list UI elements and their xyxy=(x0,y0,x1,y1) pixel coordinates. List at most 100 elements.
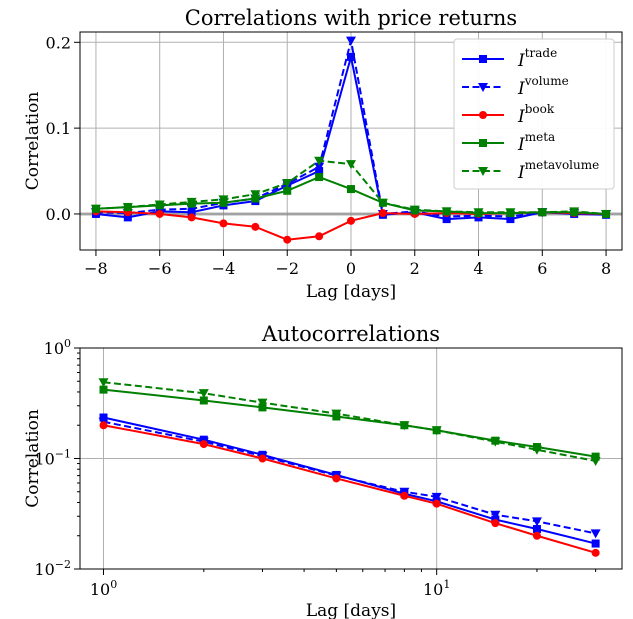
data-point xyxy=(347,185,355,194)
data-point xyxy=(399,421,410,431)
legend-name: I xyxy=(517,107,525,127)
data-point xyxy=(431,426,442,436)
legend-sup: book xyxy=(525,102,555,116)
data-point xyxy=(441,207,452,217)
data-point xyxy=(490,510,501,520)
x-tick-label: 0 xyxy=(346,259,356,278)
series-1-2 xyxy=(99,421,600,557)
data-point xyxy=(532,531,541,540)
data-point xyxy=(314,156,325,166)
y-tick-label: 0.1 xyxy=(46,119,71,138)
y-tick-label: 10−2 xyxy=(34,558,71,579)
data-point xyxy=(122,203,133,213)
y-tick-label-exp: −1 xyxy=(55,448,71,461)
legend-box xyxy=(453,38,615,190)
data-point xyxy=(250,190,261,200)
data-point xyxy=(154,200,165,210)
legend-name: I xyxy=(517,135,525,155)
data-point xyxy=(347,52,355,61)
data-point xyxy=(187,213,196,222)
data-point xyxy=(590,529,601,539)
data-point xyxy=(315,232,324,241)
data-point xyxy=(331,409,342,419)
data-point xyxy=(378,209,387,218)
legend-sup: trade xyxy=(525,46,558,60)
legend-marker xyxy=(478,83,488,92)
legend-sup: metavolume xyxy=(525,158,600,172)
chart-title: Correlations with price returns xyxy=(185,6,517,30)
legend-sup: volume xyxy=(524,74,569,88)
data-point xyxy=(531,517,542,527)
x-tick-label: 8 xyxy=(601,259,611,278)
data-point xyxy=(219,219,228,228)
series-1-0 xyxy=(99,413,600,548)
legend-sup: meta xyxy=(525,130,555,144)
data-point xyxy=(505,208,516,218)
data-point xyxy=(400,491,409,500)
data-point xyxy=(591,548,600,557)
data-point xyxy=(432,499,441,508)
x-tick-label-exp: 1 xyxy=(443,578,450,591)
legend-entry: Ibook xyxy=(517,102,555,127)
x-tick-label: −6 xyxy=(148,259,172,278)
legend-marker xyxy=(478,167,488,176)
y-tick-label-exp: 0 xyxy=(64,337,71,350)
data-point xyxy=(99,421,108,430)
legend-name: I xyxy=(517,79,525,99)
legend-entry: Itrade xyxy=(517,46,557,71)
data-point xyxy=(218,195,229,205)
x-tick-label: 2 xyxy=(410,259,420,278)
data-point xyxy=(531,445,542,455)
x-tick-label-base: 10 xyxy=(90,580,110,599)
data-point xyxy=(347,216,355,225)
legend-name: I xyxy=(517,163,525,183)
x-tick-label: 101 xyxy=(423,578,450,599)
series-0-4 xyxy=(90,156,612,219)
data-point xyxy=(346,160,356,170)
x-tick-label-exp: 0 xyxy=(110,578,117,591)
x-axis-label: Lag [days] xyxy=(306,601,396,619)
y-axis-label: Correlation xyxy=(23,92,43,191)
data-point xyxy=(98,378,109,388)
data-point xyxy=(591,452,600,461)
legend-entry: Imetavolume xyxy=(517,158,599,183)
x-tick-label: −8 xyxy=(84,259,108,278)
plot-panel-1 xyxy=(74,347,623,575)
x-tick-label: 6 xyxy=(537,259,547,278)
data-point xyxy=(490,437,501,447)
y-tick-label-base: 10 xyxy=(34,560,54,579)
data-point xyxy=(282,179,293,189)
data-point xyxy=(198,389,209,399)
x-tick-label: 100 xyxy=(90,578,117,599)
data-point xyxy=(314,162,325,172)
series-1-1 xyxy=(98,417,601,539)
data-point xyxy=(199,440,208,449)
data-point xyxy=(409,205,420,215)
data-point xyxy=(258,454,267,463)
y-tick-label: 100 xyxy=(44,337,71,358)
y-axis-label: Correlation xyxy=(23,409,43,508)
y-tick-label-base: 10 xyxy=(34,450,54,469)
series-1-3 xyxy=(99,385,600,461)
x-tick-label: −2 xyxy=(275,259,299,278)
data-point xyxy=(315,173,324,182)
data-point xyxy=(346,36,356,46)
legend-marker xyxy=(479,111,487,119)
data-point xyxy=(537,208,548,218)
data-point xyxy=(199,396,208,405)
series-line xyxy=(103,381,596,462)
data-point xyxy=(569,207,580,217)
data-point xyxy=(377,198,388,208)
legend-entry: Imeta xyxy=(517,130,555,155)
data-point xyxy=(332,474,341,483)
data-point xyxy=(590,456,601,466)
data-point xyxy=(431,492,442,502)
data-point xyxy=(473,208,484,218)
data-point xyxy=(532,525,541,534)
legend-marker xyxy=(479,55,487,63)
data-point xyxy=(186,197,197,207)
data-point xyxy=(99,385,108,394)
